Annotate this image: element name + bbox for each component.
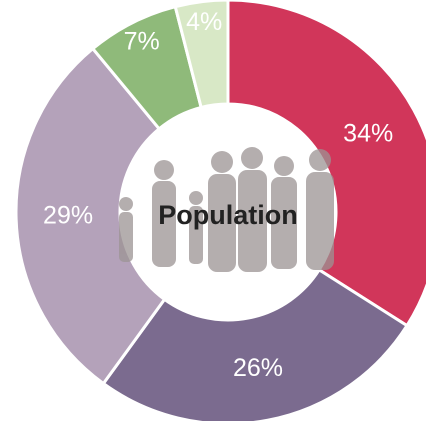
segment-label: 29% (43, 202, 93, 230)
donut (14, 0, 426, 421)
center-label: Population (158, 200, 297, 230)
donut-segment (173, 0, 230, 110)
segment-label: 7% (124, 27, 160, 55)
silhouettes (119, 147, 334, 272)
segment-label: 34% (343, 120, 393, 148)
donut-segment (101, 267, 410, 421)
segment-label: 26% (233, 354, 283, 382)
segment-label: 4% (186, 8, 222, 36)
